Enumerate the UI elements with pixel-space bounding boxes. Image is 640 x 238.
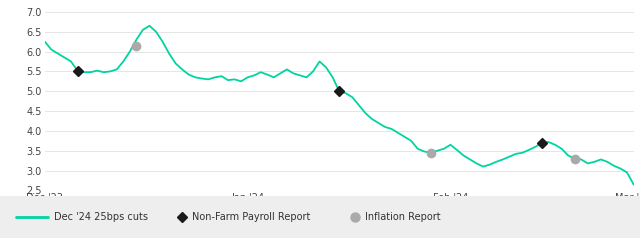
Text: Inflation Report: Inflation Report (365, 212, 440, 222)
Text: Dec '24 25bps cuts: Dec '24 25bps cuts (54, 212, 148, 222)
Text: Non-Farm Payroll Report: Non-Farm Payroll Report (192, 212, 310, 222)
